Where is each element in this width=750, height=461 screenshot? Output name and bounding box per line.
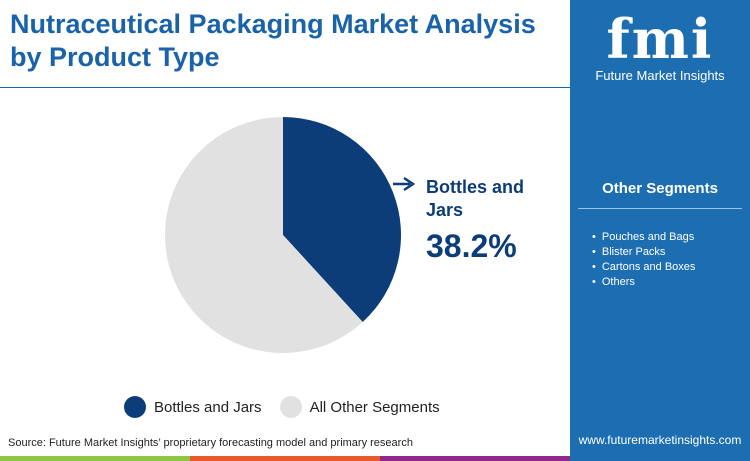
legend-item: Bottles and Jars <box>124 396 262 418</box>
legend: Bottles and Jars All Other Segments <box>124 396 440 418</box>
source-note: Source: Future Market Insights’ propriet… <box>8 437 413 449</box>
list-item: Pouches and Bags <box>592 230 742 245</box>
logo-mark: fmi <box>606 7 714 71</box>
callout-arrow <box>393 176 416 192</box>
legend-swatch <box>124 396 146 418</box>
sidebar: fmi Future Market Insights Other Segment… <box>570 0 750 461</box>
title-divider <box>0 87 570 88</box>
fmi-logo: fmi Future Market Insights <box>570 10 750 84</box>
other-segments-list: Pouches and Bags Blister Packs Cartons a… <box>592 230 742 290</box>
list-item: Blister Packs <box>592 245 742 260</box>
footer-bar-green <box>0 456 190 461</box>
legend-swatch <box>279 396 302 418</box>
logo-name: Future Market Insights <box>595 68 725 83</box>
other-segments-heading: Other Segments <box>602 180 718 197</box>
legend-label: All Other Segments <box>309 398 440 416</box>
footer-bar-purple <box>380 456 570 461</box>
page-title: Nutraceutical Packaging Market Analysis … <box>10 9 536 72</box>
callout-label: Bottles and Jars <box>426 177 525 220</box>
pie-slice <box>283 117 401 323</box>
website-link[interactable]: www.futuremarketinsights.com <box>578 433 742 447</box>
legend-item: All Other Segments <box>279 396 440 418</box>
list-item: Others <box>592 275 742 290</box>
legend-label: Bottles and Jars <box>154 398 262 416</box>
list-item: Cartons and Boxes <box>592 260 742 275</box>
footer-bar-orange <box>190 456 380 461</box>
callout-value: 38.2% <box>426 228 517 264</box>
pie-slice <box>164 117 363 353</box>
callout: Bottles and Jars 38.2% <box>426 176 556 265</box>
pie-chart <box>164 117 416 353</box>
other-segments-divider <box>578 208 742 209</box>
